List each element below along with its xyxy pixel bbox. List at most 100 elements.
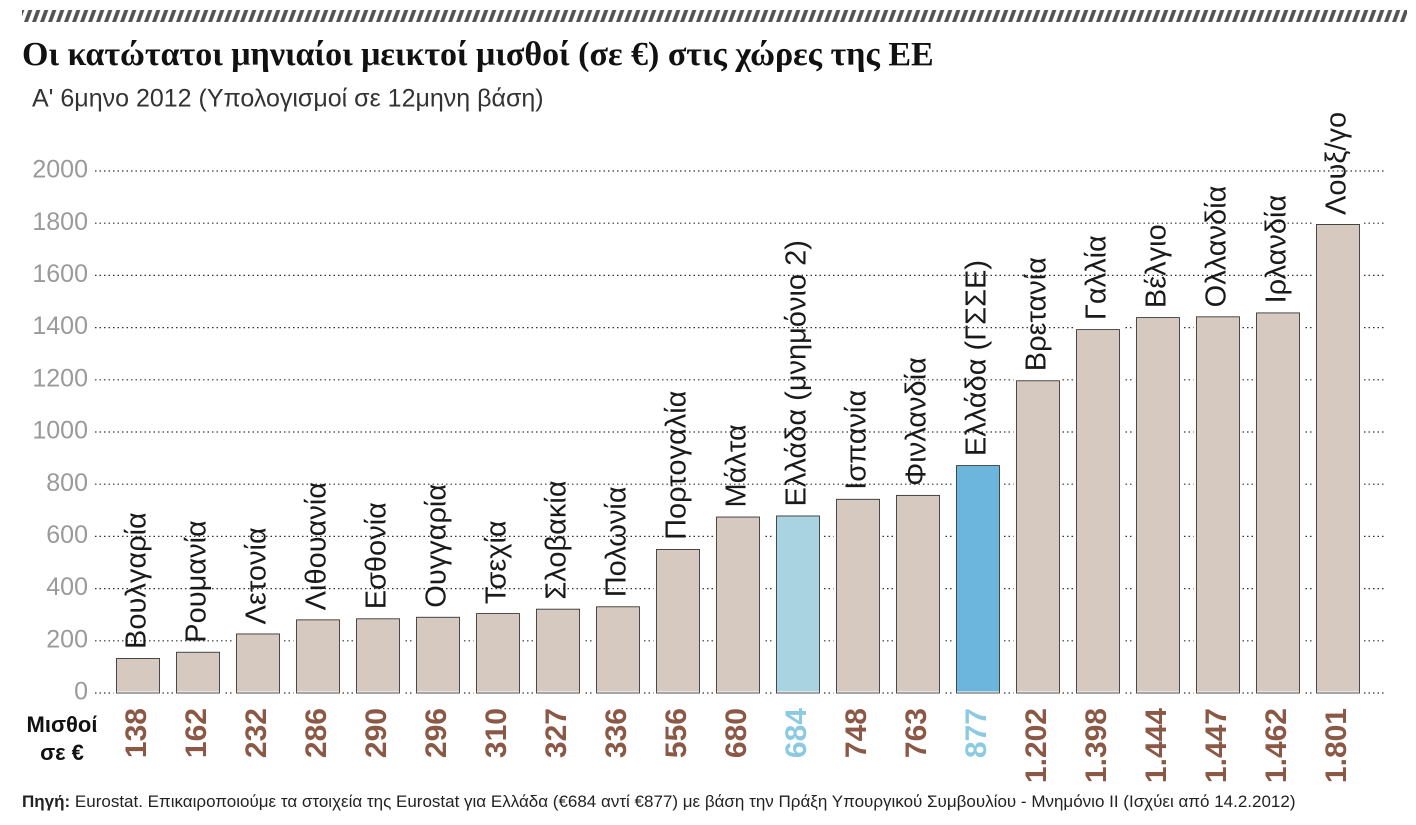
bar-outline [656, 548, 700, 694]
bar-outline [116, 658, 160, 694]
y-tick-label: 1400 [32, 312, 88, 340]
category-label: Πορτογαλία [661, 391, 693, 540]
bar-outline [956, 465, 1000, 694]
category-label: Εσθονία [361, 502, 393, 609]
category-label: Ολλανδία [1201, 186, 1233, 308]
category-label: Ελλάδα (ΓΣΣΕ) [961, 260, 993, 456]
bar-outline [596, 606, 640, 694]
y-tick-label: 400 [46, 573, 88, 601]
category-label: Σλοβακία [541, 480, 573, 599]
bar [233, 630, 283, 695]
bar [473, 610, 523, 695]
value-label: 1.462 [1260, 708, 1293, 783]
y-tick-label: 0 [74, 678, 88, 706]
bar [773, 512, 823, 695]
bar [1313, 221, 1363, 695]
bar-outline [476, 613, 520, 694]
value-label: 1.447 [1200, 708, 1233, 783]
bar-outline [896, 494, 940, 694]
y-tick-label: 1000 [32, 417, 88, 445]
value-label: 232 [240, 708, 273, 758]
value-label: 748 [840, 708, 873, 758]
chart-title: Οι κατώτατοι μηνιαίοι μεικτοί μισθοί (σε… [22, 36, 934, 73]
category-label: Ιρλανδία [1261, 195, 1293, 304]
bar [713, 514, 763, 695]
y-tick-label: 1800 [32, 208, 88, 236]
value-label: 138 [120, 708, 153, 758]
value-label: 684 [780, 708, 813, 758]
bar [893, 492, 943, 695]
value-label: 327 [540, 708, 573, 758]
bar-outline [1076, 329, 1120, 694]
value-label: 1.444 [1140, 708, 1173, 783]
bar [1193, 313, 1243, 695]
bar [113, 655, 163, 695]
value-label: 1.398 [1080, 708, 1113, 783]
category-label: Λουξ/γο [1321, 112, 1353, 215]
value-label: 877 [960, 708, 993, 758]
bar-outline [416, 616, 460, 694]
source-label: Πηγή: [22, 792, 70, 811]
bar-outline [356, 618, 400, 694]
category-label: Τσεχία [481, 520, 513, 604]
bar-outline [776, 515, 820, 694]
category-label: Πολωνία [601, 486, 633, 597]
bar-outline [1016, 380, 1060, 694]
chart-subtitle: Α' 6μηνο 2012 (Υπολογισμοί σε 12μηνη βάσ… [32, 85, 544, 113]
value-row-label: Μισθοί [27, 712, 98, 737]
value-label: 310 [480, 708, 513, 758]
y-tick-label: 600 [46, 521, 88, 549]
category-label: Βουλγαρία [121, 512, 153, 649]
value-label: 1.202 [1020, 708, 1053, 783]
value-label: 162 [180, 708, 213, 758]
y-tick-label: 800 [46, 469, 88, 497]
category-label: Ρουμανία [181, 520, 213, 643]
bar-outline [1316, 224, 1360, 694]
value-label: 763 [900, 708, 933, 758]
value-label: 286 [300, 708, 333, 758]
category-label: Γαλλία [1081, 235, 1113, 320]
bar [1133, 314, 1183, 695]
bar [1013, 377, 1063, 695]
category-label: Ισπανία [841, 390, 873, 490]
category-label: Λετονία [241, 527, 273, 624]
bar-outline [536, 608, 580, 694]
category-label: Ελλάδα (μνημόνιο 2) [781, 240, 813, 506]
bar [953, 462, 1003, 695]
bar-outline [1196, 316, 1240, 694]
value-row-label: σε € [40, 740, 84, 765]
category-label: Ουγγαρία [421, 484, 453, 608]
value-label: 296 [420, 708, 453, 758]
bar [593, 603, 643, 695]
bar-outline [236, 633, 280, 694]
y-tick-label: 1600 [32, 260, 88, 288]
bar [173, 649, 223, 695]
y-tick-label: 2000 [32, 156, 88, 184]
bar-outline [836, 498, 880, 694]
bar-outline [176, 651, 220, 694]
value-label: 1.801 [1320, 708, 1353, 783]
bar [533, 606, 583, 695]
bar-outline [1136, 317, 1180, 694]
bar-outline [296, 619, 340, 694]
category-label: Μάλτα [721, 424, 753, 507]
bar [353, 615, 403, 695]
bar [1073, 326, 1123, 695]
bar [833, 496, 883, 695]
category-label: Λιθουανία [301, 482, 333, 610]
bar [293, 616, 343, 695]
bar [413, 614, 463, 695]
bar-outline [716, 516, 760, 694]
bar [1253, 309, 1303, 695]
bar-outline [1256, 312, 1300, 694]
value-label: 336 [600, 708, 633, 758]
value-label: 680 [720, 708, 753, 758]
source-text: Eurostat. Επικαιροποιούμε τα στοιχεία τη… [75, 792, 1296, 811]
header-stripe [22, 10, 1407, 22]
y-tick-label: 200 [46, 625, 88, 653]
category-label: Βέλγιο [1141, 224, 1173, 308]
category-label: Βρετανία [1021, 257, 1053, 371]
source: Πηγή: Eurostat. Επικαιροποιούμε τα στοιχ… [22, 792, 1296, 811]
